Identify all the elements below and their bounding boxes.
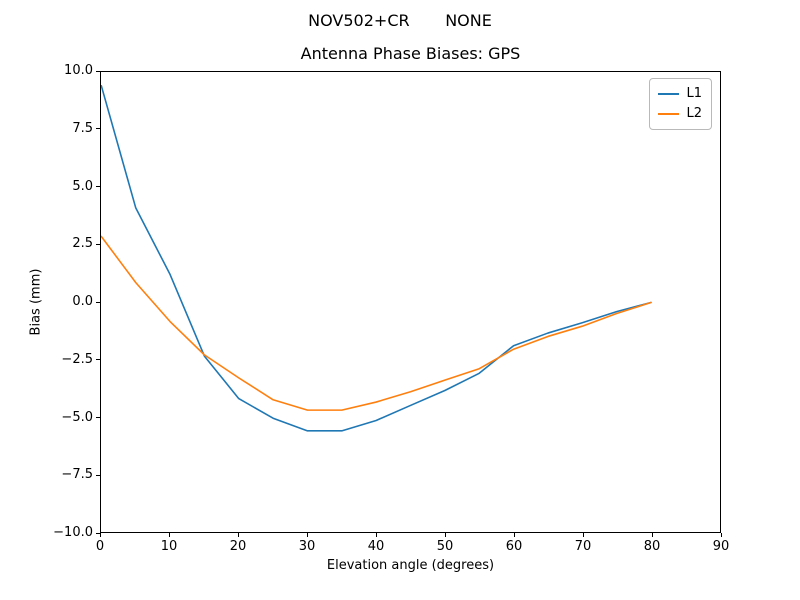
x-tick-mark (306, 533, 308, 537)
chart-title: Antenna Phase Biases: GPS (300, 44, 521, 63)
y-tick-label: −7.5 (61, 467, 93, 483)
y-tick-label: −5.0 (61, 409, 93, 425)
y-tick-label: 2.5 (72, 236, 93, 252)
legend-label: L1 (686, 86, 702, 101)
y-tick-label: −2.5 (61, 351, 93, 367)
x-tick-mark (582, 533, 584, 537)
series-line-l2 (101, 235, 652, 411)
legend-line-sample (658, 93, 680, 95)
y-tick-mark (96, 70, 100, 72)
legend-label: L2 (686, 106, 702, 121)
plot-area: L1 L2 (100, 71, 721, 533)
x-tick-mark (375, 533, 377, 537)
line-chart (101, 85, 652, 432)
y-tick-mark (96, 243, 100, 245)
y-tick-mark (96, 474, 100, 476)
x-tick-label: 90 (712, 539, 730, 554)
x-tick-mark (99, 533, 101, 537)
x-tick-mark (237, 533, 239, 537)
x-tick-mark (513, 533, 515, 537)
x-tick-label: 0 (95, 539, 105, 554)
x-tick-mark (651, 533, 653, 537)
x-tick-label: 70 (574, 539, 592, 554)
x-tick-label: 50 (436, 539, 454, 554)
y-tick-mark (96, 128, 100, 130)
x-tick-label: 40 (367, 539, 385, 554)
legend-entry-l2: L2 (658, 104, 702, 124)
legend: L1 L2 (649, 78, 712, 130)
y-tick-mark (96, 532, 100, 534)
y-tick-label: 0.0 (72, 294, 93, 309)
x-tick-mark (168, 533, 170, 537)
y-tick-label: 10.0 (64, 63, 93, 78)
y-tick-mark (96, 186, 100, 187)
x-tick-label: 60 (505, 539, 523, 554)
y-tick-mark (96, 301, 100, 303)
y-tick-mark (96, 417, 100, 418)
x-tick-label: 80 (643, 539, 661, 554)
y-tick-label: −10.0 (53, 525, 93, 540)
x-axis-label: Elevation angle (degrees) (326, 558, 495, 573)
y-tick-mark (96, 359, 100, 361)
legend-line-sample (658, 113, 680, 115)
legend-entry-l1: L1 (658, 84, 702, 104)
x-tick-label: 20 (229, 539, 247, 554)
x-tick-mark (444, 533, 446, 537)
x-tick-label: 10 (160, 539, 178, 554)
series-line-l1 (101, 85, 652, 432)
y-tick-label: 5.0 (72, 178, 93, 194)
y-tick-label: 7.5 (72, 120, 93, 136)
figure-suptitle: NOV502+CR NONE (308, 11, 492, 30)
x-tick-label: 30 (298, 539, 316, 554)
x-tick-mark (720, 533, 722, 537)
